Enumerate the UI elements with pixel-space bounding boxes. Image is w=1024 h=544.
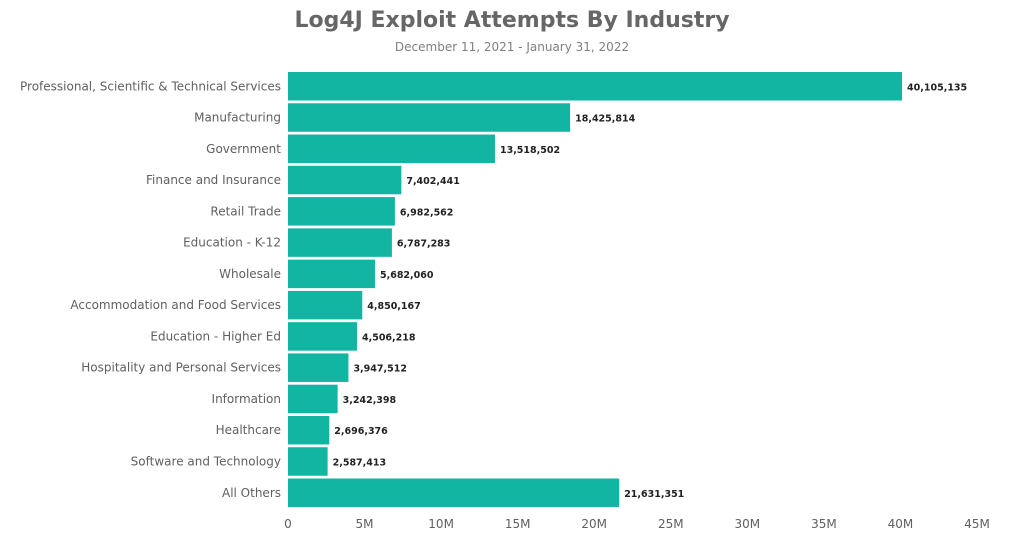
category-label: Accommodation and Food Services	[70, 298, 281, 312]
data-label: 3,242,398	[343, 395, 397, 406]
data-label: 3,947,512	[353, 364, 407, 375]
category-label: Education - Higher Ed	[150, 329, 281, 343]
bar[interactable]	[288, 290, 363, 320]
data-label: 13,518,502	[500, 145, 560, 156]
data-label: 18,425,814	[575, 114, 635, 125]
data-label: 5,682,060	[380, 270, 434, 281]
x-tick-label: 40M	[888, 517, 914, 531]
x-tick-label: 10M	[428, 517, 454, 531]
x-tick-label: 20M	[581, 517, 607, 531]
data-label: 21,631,351	[624, 489, 684, 500]
category-label: Software and Technology	[131, 454, 281, 468]
x-tick-label: 15M	[505, 517, 531, 531]
category-label: Education - K-12	[183, 236, 281, 250]
bar[interactable]	[288, 72, 903, 101]
data-label: 40,105,135	[907, 82, 967, 93]
bar[interactable]	[288, 259, 375, 289]
category-label: Manufacturing	[194, 111, 281, 125]
bar[interactable]	[288, 165, 402, 195]
x-tick-label: 0	[284, 517, 292, 531]
x-tick-label: 30M	[735, 517, 761, 531]
category-label: Retail Trade	[210, 204, 281, 218]
x-tick-label: 25M	[658, 517, 684, 531]
category-label: Wholesale	[219, 267, 281, 281]
data-label: 4,506,218	[362, 332, 416, 343]
bar[interactable]	[288, 197, 395, 226]
category-label: Professional, Scientific & Technical Ser…	[20, 79, 281, 93]
bar[interactable]	[288, 384, 338, 414]
data-label: 6,982,562	[400, 207, 454, 218]
data-label: 7,402,441	[406, 176, 460, 187]
x-tick-label: 35M	[811, 517, 837, 531]
bar[interactable]	[288, 353, 349, 382]
bar[interactable]	[288, 447, 328, 476]
bar[interactable]	[288, 103, 571, 132]
bar[interactable]	[288, 228, 392, 257]
category-label: Hospitality and Personal Services	[81, 361, 281, 375]
x-tick-label: 45M	[964, 517, 990, 531]
data-label: 6,787,283	[397, 239, 451, 250]
data-label: 2,587,413	[333, 457, 387, 468]
bar[interactable]	[288, 322, 357, 351]
bar[interactable]	[288, 478, 620, 508]
data-label: 2,696,376	[334, 426, 388, 437]
x-tick-label: 5M	[356, 517, 374, 531]
data-label: 4,850,167	[367, 301, 421, 312]
bar[interactable]	[288, 134, 495, 164]
chart-title: Log4J Exploit Attempts By Industry	[294, 8, 730, 33]
chart-subtitle: December 11, 2021 - January 31, 2022	[394, 40, 630, 54]
category-label: Finance and Insurance	[146, 173, 281, 187]
category-label: Information	[212, 392, 281, 406]
category-label: Healthcare	[216, 423, 281, 437]
category-label: Government	[206, 142, 281, 156]
category-label: All Others	[222, 486, 281, 500]
bar[interactable]	[288, 415, 330, 445]
